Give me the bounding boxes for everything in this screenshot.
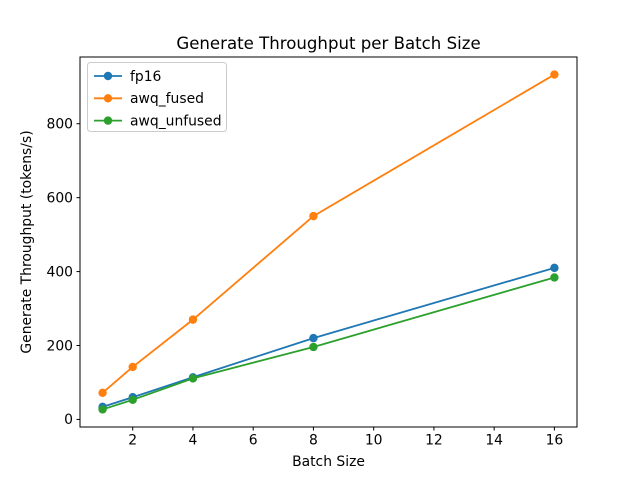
y-axis-label: Generate Throughput (tokens/s) <box>19 130 35 353</box>
data-point-awq_unfused <box>98 405 107 414</box>
y-tick-label: 200 <box>46 338 73 354</box>
data-point-awq_unfused <box>309 342 318 352</box>
legend-item-awq_unfused: awq_unfused <box>94 113 222 129</box>
legend-marker <box>103 94 113 103</box>
x-tick-label: 4 <box>189 433 198 449</box>
legend-label: awq_unfused <box>130 113 222 129</box>
data-point-awq_fused <box>550 70 559 79</box>
data-point-awq_fused <box>128 362 137 372</box>
chart-title: Generate Throughput per Batch Size <box>176 34 480 53</box>
series-line-awq_unfused <box>101 276 556 411</box>
y-tick-label: 0 <box>64 412 73 428</box>
y-tick-label: 400 <box>46 264 73 280</box>
y-tick-label: 800 <box>46 117 73 133</box>
data-point-awq_unfused <box>550 273 559 282</box>
x-axis-label: Batch Size <box>292 454 365 470</box>
legend-marker <box>103 116 113 125</box>
legend-item-awq_fused: awq_fused <box>94 91 204 107</box>
series-awq_fused <box>98 70 559 398</box>
data-point-awq_fused <box>309 211 318 221</box>
data-point-awq_unfused <box>128 395 137 405</box>
x-tick-label: 14 <box>485 433 503 449</box>
series-awq_unfused <box>98 273 559 414</box>
data-point-fp16 <box>309 333 318 343</box>
x-axis: 2 4 6 8 10 12 14 16 <box>128 427 563 449</box>
plot-area: 2 4 6 8 10 12 14 16 0 200 400 600 800 <box>46 56 578 449</box>
data-point-fp16 <box>550 263 559 273</box>
y-tick-label: 600 <box>46 190 73 206</box>
x-tick-label: 12 <box>425 433 443 449</box>
x-tick-label: 10 <box>365 433 383 449</box>
y-axis: 0 200 400 600 800 <box>46 117 80 428</box>
x-tick-label: 6 <box>249 433 258 449</box>
data-point-awq_fused <box>98 388 107 398</box>
data-point-awq_fused <box>188 315 198 324</box>
legend-item-fp16: fp16 <box>94 69 161 85</box>
x-tick-label: 2 <box>128 433 137 449</box>
legend-marker <box>103 71 113 81</box>
legend-box <box>87 62 227 132</box>
legend: fp16 awq_fused awq_unfused <box>87 62 227 132</box>
legend-label: fp16 <box>130 69 161 85</box>
plot-frame <box>79 56 578 428</box>
x-tick-label: 16 <box>546 433 564 449</box>
legend-label: awq_fused <box>130 91 204 107</box>
data-point-awq_unfused <box>188 374 198 383</box>
series-fp16 <box>98 263 559 412</box>
x-tick-label: 8 <box>309 433 318 449</box>
